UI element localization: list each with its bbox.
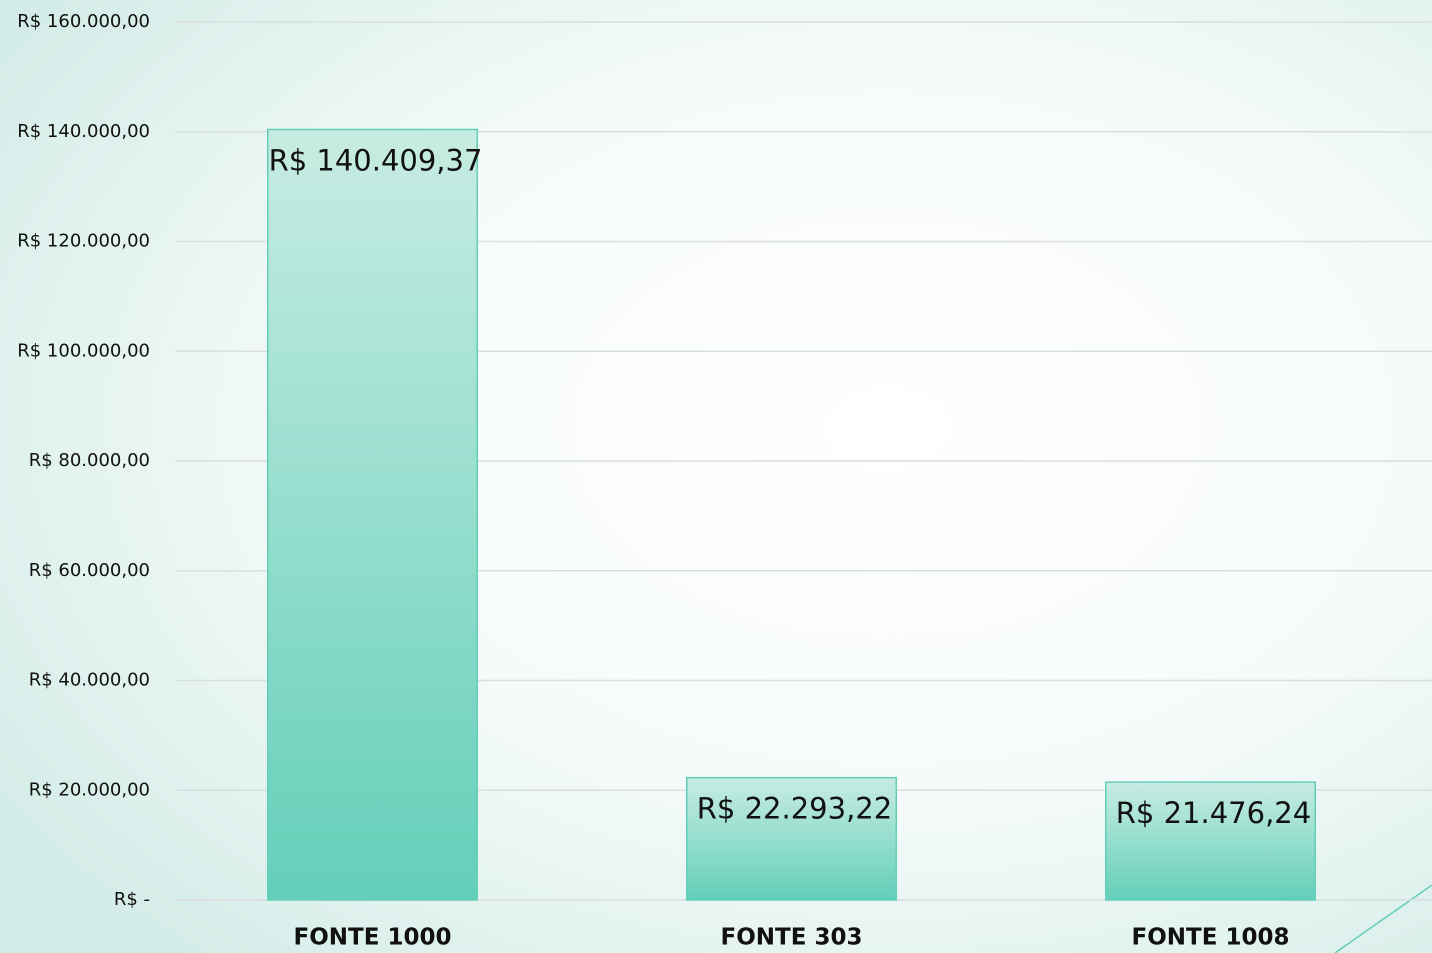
data-label: R$ 22.293,22	[697, 792, 892, 826]
y-tick-label: R$ 40.000,00	[29, 670, 150, 691]
y-tick-label: R$ 140.000,00	[17, 121, 150, 142]
bar	[686, 776, 897, 901]
y-tick-label: R$ 160.000,00	[17, 11, 150, 32]
y-tick-label: R$ -	[114, 889, 150, 910]
x-tick-label: FONTE 303	[721, 925, 863, 951]
y-tick-label: R$ 120.000,00	[17, 231, 150, 252]
data-label: R$ 140.409,37	[269, 144, 483, 178]
bar	[1105, 781, 1316, 901]
data-label: R$ 21.476,24	[1116, 796, 1311, 830]
x-tick-label: FONTE 1000	[294, 925, 452, 951]
x-tick-label: FONTE 1008	[1132, 925, 1290, 951]
y-tick-label: R$ 60.000,00	[29, 560, 150, 581]
bar	[267, 128, 478, 901]
y-tick-label: R$ 100.000,00	[17, 340, 150, 361]
decoration	[1334, 884, 1432, 953]
y-tick-label: R$ 20.000,00	[29, 779, 150, 800]
y-tick-label: R$ 80.000,00	[29, 450, 150, 471]
